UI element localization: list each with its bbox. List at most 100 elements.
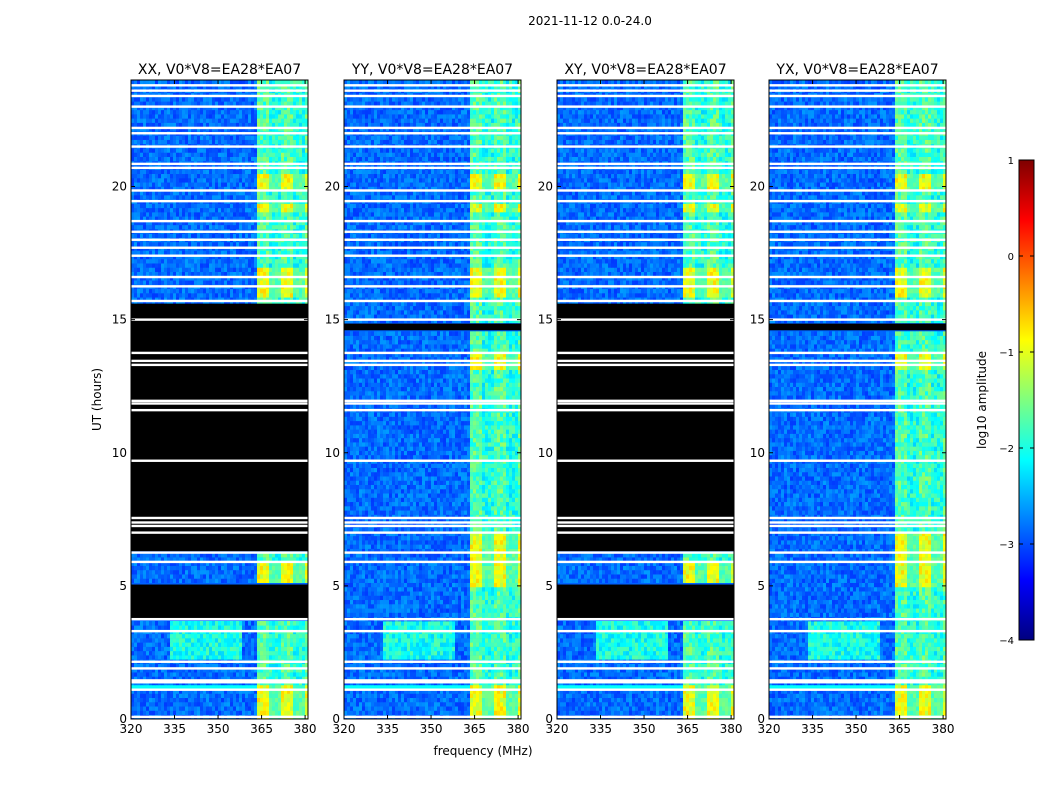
time-gap-line xyxy=(344,516,521,520)
y-tick-label: 0 xyxy=(332,712,340,726)
time-gap-line xyxy=(769,126,946,130)
x-tick-label: 365 xyxy=(250,722,273,736)
time-gap-line xyxy=(344,189,521,192)
x-tick-label: 335 xyxy=(801,722,824,736)
time-gap-line xyxy=(769,199,946,203)
y-tick-label: 20 xyxy=(538,180,553,194)
x-tick-label: 365 xyxy=(888,722,911,736)
time-gap-line xyxy=(769,145,946,148)
time-gap-line xyxy=(344,531,521,534)
time-gap-line xyxy=(131,318,308,321)
time-gap-line xyxy=(557,667,734,670)
time-gap-line xyxy=(344,629,521,633)
colorbar-gradient xyxy=(1018,159,1035,641)
time-gap-line xyxy=(769,189,946,192)
time-gap-line xyxy=(131,162,308,166)
time-gap-line xyxy=(557,299,734,303)
y-axis-label: UT (hours) xyxy=(90,368,104,431)
heatmap-image xyxy=(769,80,946,719)
heatmap-image xyxy=(131,80,308,719)
y-tick-label: 20 xyxy=(112,180,127,194)
time-gap-line xyxy=(344,459,521,462)
x-tick-label: 320 xyxy=(120,722,143,736)
spectrogram-panel-4: YX, V0*V8=EA28*EA07 320 335 350 365 380 0 5 10 15… xyxy=(750,62,955,736)
time-gap-line xyxy=(344,219,521,223)
flagged-band xyxy=(557,584,734,620)
time-gap-line xyxy=(769,84,946,87)
time-gap-line xyxy=(131,166,308,170)
time-gap-line xyxy=(769,299,946,303)
time-gap-line xyxy=(131,551,308,554)
flagged-band xyxy=(557,303,734,552)
time-gap-line xyxy=(131,351,308,355)
time-gap-line xyxy=(131,715,308,719)
time-gap-line xyxy=(344,402,521,405)
y-tick-label: 10 xyxy=(112,446,127,460)
panel-title: YY, V0*V8=EA28*EA07 xyxy=(351,62,513,78)
time-gap-line xyxy=(344,399,521,403)
time-gap-line xyxy=(131,219,308,223)
time-gap-line xyxy=(131,132,308,135)
time-gap-line xyxy=(131,94,308,98)
time-gap-line xyxy=(344,285,521,288)
time-gap-line xyxy=(344,688,521,691)
time-gap-line xyxy=(131,145,308,148)
time-gap-line xyxy=(557,617,734,621)
time-gap-line xyxy=(344,551,521,554)
time-gap-line xyxy=(557,715,734,719)
spectrogram-panel-1: XX, V0*V8=EA28*EA07 320 335 350 365 380 0 5 10 15… xyxy=(90,62,317,736)
time-gap-line xyxy=(344,166,521,170)
time-gap-line xyxy=(131,254,308,257)
time-gap-line xyxy=(557,94,734,98)
time-gap-line xyxy=(557,459,734,462)
time-gap-line xyxy=(769,219,946,223)
time-gap-line xyxy=(131,84,308,87)
time-gap-line xyxy=(769,254,946,257)
x-tick-label: 350 xyxy=(420,722,443,736)
time-gap-line xyxy=(344,230,521,233)
y-tick-label: 10 xyxy=(538,446,553,460)
time-gap-line xyxy=(769,94,946,98)
time-gap-line xyxy=(131,531,308,534)
time-gap-line xyxy=(344,524,521,528)
time-gap-line xyxy=(344,126,521,130)
time-gap-line xyxy=(344,667,521,670)
time-gap-line xyxy=(557,359,734,363)
y-tick-label: 5 xyxy=(757,579,765,593)
colorbar-tick-label: 0 xyxy=(1008,252,1014,263)
time-gap-line xyxy=(769,285,946,288)
time-gap-line xyxy=(557,531,734,534)
time-gap-line xyxy=(769,89,946,92)
time-gap-line xyxy=(557,516,734,520)
time-gap-line xyxy=(769,715,946,719)
y-tick-label: 5 xyxy=(545,579,553,593)
time-gap-line xyxy=(131,359,308,363)
time-gap-line xyxy=(769,408,946,412)
time-gap-line xyxy=(344,84,521,87)
colorbar-tick-label: −4 xyxy=(999,636,1014,647)
time-gap-line xyxy=(557,275,734,279)
time-gap-line xyxy=(344,318,521,321)
x-tick-label: 380 xyxy=(294,722,317,736)
time-gap-line xyxy=(557,254,734,257)
time-gap-line xyxy=(557,402,734,405)
time-gap-line xyxy=(131,681,308,684)
time-gap-line xyxy=(344,363,521,367)
time-gap-line xyxy=(131,524,308,528)
time-gap-line xyxy=(769,246,946,249)
y-tick-label: 10 xyxy=(325,446,340,460)
time-gap-line xyxy=(344,408,521,412)
y-tick-label: 5 xyxy=(119,579,127,593)
time-gap-line xyxy=(769,363,946,367)
time-gap-line xyxy=(344,199,521,203)
time-gap-line xyxy=(344,299,521,303)
time-gap-line xyxy=(769,318,946,321)
time-gap-line xyxy=(557,351,734,355)
time-gap-line xyxy=(131,230,308,233)
x-tick-label: 335 xyxy=(163,722,186,736)
time-gap-line xyxy=(557,285,734,288)
time-gap-line xyxy=(769,667,946,670)
time-gap-line xyxy=(557,399,734,403)
x-axis-label: frequency (MHz) xyxy=(433,744,532,758)
time-gap-line xyxy=(557,679,734,682)
